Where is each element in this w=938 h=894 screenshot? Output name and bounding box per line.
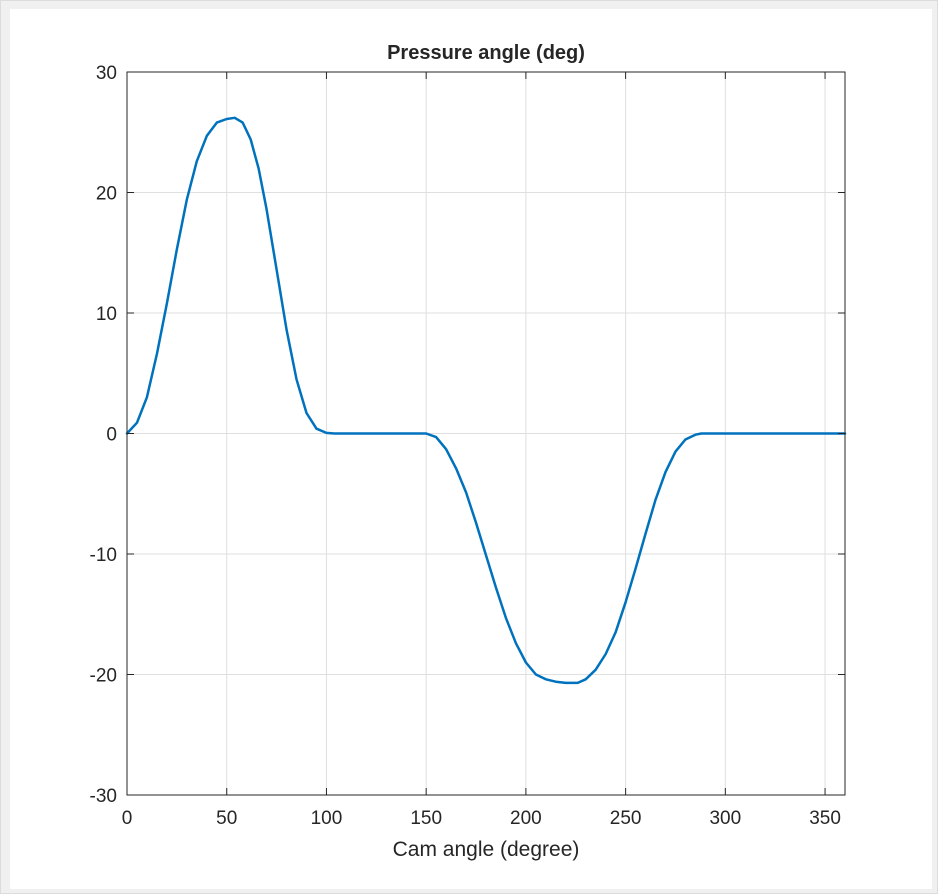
- x-tick-label: 0: [122, 808, 133, 829]
- x-tick-label: 200: [510, 808, 542, 829]
- x-tick-label: 50: [216, 808, 237, 829]
- y-tick-label: -30: [90, 786, 117, 807]
- x-axis-label: Cam angle (degree): [393, 838, 580, 861]
- x-tick-label: 100: [311, 808, 343, 829]
- figure-canvas: 0 50 100 150 200 250 300 350 -30 -20 -10 0 10 20 30 Pr…: [10, 9, 932, 889]
- y-tick-label: 30: [96, 63, 117, 84]
- data-series: [125, 116, 847, 685]
- y-tick-label: 10: [96, 304, 117, 325]
- grid-lines: [126, 71, 845, 796]
- axis-ticks: 0 50 100 150 200 250 300 350 -30 -20 -10 0 10 20 30: [90, 63, 845, 829]
- series-line-0: [125, 116, 847, 685]
- x-tick-label: 250: [610, 808, 642, 829]
- y-tick-label: 0: [106, 425, 117, 446]
- x-tick-label: 300: [709, 808, 741, 829]
- y-tick-label: 20: [96, 184, 117, 205]
- y-tick-label: -10: [90, 545, 117, 566]
- y-tick-label: -20: [90, 666, 117, 687]
- x-tick-label: 150: [410, 808, 442, 829]
- chart-title: Pressure angle (deg): [387, 42, 585, 64]
- pressure-angle-chart: 0 50 100 150 200 250 300 350 -30 -20 -10 0 10 20 30 Pr…: [90, 42, 847, 861]
- x-tick-label: 350: [809, 808, 841, 829]
